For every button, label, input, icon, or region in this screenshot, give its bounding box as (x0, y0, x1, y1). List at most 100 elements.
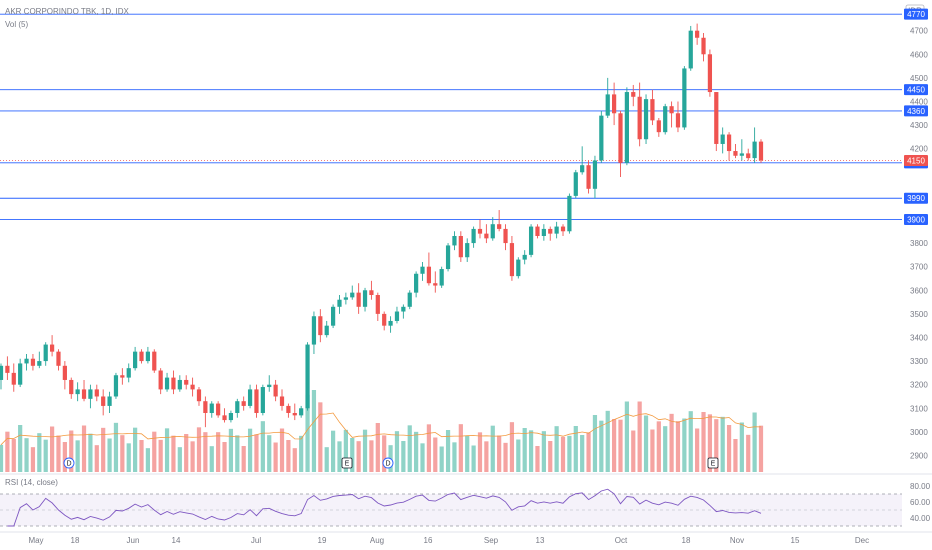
volume-bar (471, 445, 476, 472)
candle-body (707, 54, 713, 93)
candle-body (471, 228, 476, 244)
candle-body (30, 358, 36, 366)
candle-body (401, 306, 406, 312)
volume-bar (120, 435, 125, 472)
volume-bar (592, 415, 598, 472)
volume-bar (612, 419, 617, 472)
candle-body (107, 396, 112, 406)
volume-bar (267, 435, 272, 472)
candle-body (560, 226, 566, 232)
candle-body (356, 292, 361, 307)
volume-bar (362, 429, 368, 472)
volume-bar (401, 441, 406, 472)
candle-body (164, 377, 170, 390)
volume-bar (241, 446, 246, 472)
time-tick-label: Nov (730, 536, 744, 545)
event-marker-label: D (66, 461, 71, 468)
candle-body (273, 384, 278, 397)
volume-bar (158, 439, 163, 472)
symbol-title: AKR CORPORINDO TBK, 1D, IDX (5, 7, 129, 16)
level-price-tag (904, 213, 928, 225)
candle-body (522, 254, 527, 260)
candle-body (701, 37, 706, 55)
time-tick-label: 18 (71, 536, 80, 545)
candle-body (484, 233, 489, 239)
candle-body (739, 153, 744, 156)
volume-bar (203, 432, 208, 472)
candle-body (426, 266, 432, 284)
candle-body (720, 134, 725, 144)
candle-body (605, 94, 610, 116)
volume-bar (113, 422, 119, 472)
dividend-marker (382, 457, 394, 469)
candle-body (643, 99, 649, 140)
volume-bar (235, 435, 240, 472)
candle-body (414, 273, 419, 293)
candle-body (145, 351, 150, 362)
candle-body (746, 153, 751, 159)
volume-bar (305, 394, 310, 472)
candle-body (573, 172, 578, 196)
candle-body (586, 165, 591, 189)
volume-bar (292, 448, 297, 472)
candle-body (43, 344, 48, 362)
volume-bar (541, 431, 546, 472)
price-tick-label: 3700 (910, 263, 928, 272)
level-price-label: 4770 (907, 10, 925, 19)
rsi-line (7, 488, 762, 527)
volume-bar (445, 430, 451, 472)
candle-body (714, 92, 719, 144)
candle-body (439, 269, 444, 286)
candle-body (758, 141, 764, 161)
volume-bar (337, 441, 342, 472)
volume-ma-line (0, 412, 762, 446)
level-price-label: 4450 (907, 86, 925, 95)
candle-body (24, 358, 29, 364)
candle-body (279, 396, 285, 406)
volume-bar (394, 431, 400, 472)
volume-bar (682, 418, 687, 472)
volume-bar (490, 425, 495, 472)
volume-bar (139, 440, 144, 472)
last-price-tag (904, 154, 928, 166)
candle-body (196, 389, 202, 402)
candle-body (299, 408, 304, 416)
volume-bar (675, 421, 681, 472)
candle-body (305, 344, 310, 409)
volume-bar (30, 447, 36, 472)
event-marker-label: D (385, 461, 390, 468)
price-tick-label: 3600 (910, 286, 928, 295)
volume-bar (18, 425, 23, 472)
candle-body (682, 68, 687, 128)
candle-body (75, 389, 80, 395)
volume-bar (426, 424, 432, 472)
time-tick-label: 13 (536, 536, 545, 545)
candle-body (318, 316, 323, 336)
earnings-marker (341, 457, 353, 469)
candle-body (139, 351, 144, 362)
volume-bar (273, 442, 278, 472)
volume-bar (458, 424, 463, 472)
volume-bar (522, 428, 527, 472)
candle-body (113, 375, 119, 397)
candle-body (650, 99, 655, 121)
volume-bar (439, 446, 444, 472)
volume-bar (663, 426, 668, 472)
volume-bar (650, 429, 655, 472)
candle-body (663, 106, 668, 133)
level-price-tag (904, 8, 928, 20)
candle-body (62, 365, 67, 380)
volume-bar (350, 438, 355, 472)
event-marker-label: E (345, 461, 350, 468)
candle-body (311, 316, 317, 345)
level-price-label: 3900 (907, 215, 925, 224)
volume-bar (733, 439, 738, 472)
candle-body (445, 245, 451, 270)
time-tick-label: Sep (484, 536, 499, 545)
candle-body (81, 389, 87, 399)
time-tick-label: 16 (424, 536, 433, 545)
level-price-tag (904, 105, 928, 117)
volume-bar (11, 439, 16, 472)
time-tick-label: 15 (791, 536, 800, 545)
